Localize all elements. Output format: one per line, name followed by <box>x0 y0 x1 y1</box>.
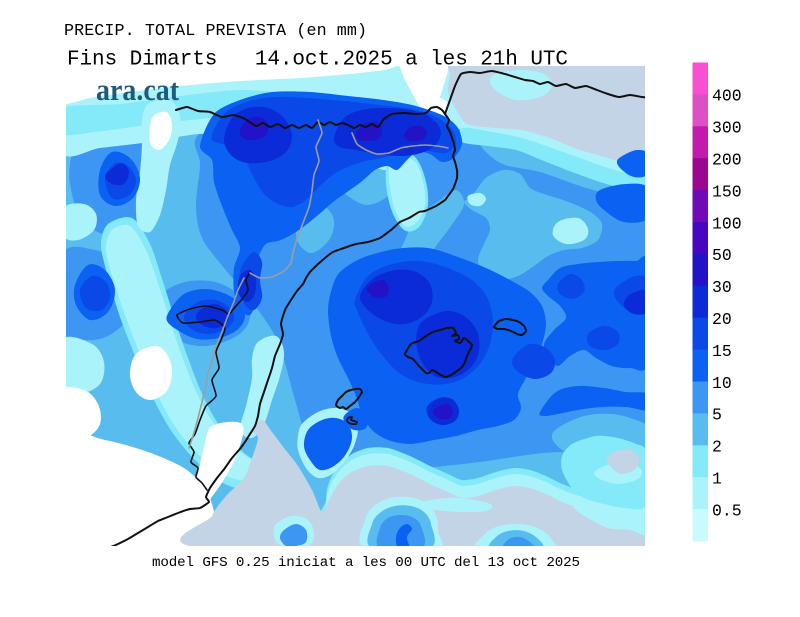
svg-text:ara.cat: ara.cat <box>96 72 180 107</box>
svg-text:0.5: 0.5 <box>712 501 742 520</box>
svg-text:model GFS 0.25 iniciat a les 0: model GFS 0.25 iniciat a les 00 UTC del … <box>152 555 580 571</box>
svg-text:20: 20 <box>712 310 732 329</box>
svg-text:PRECIP. TOTAL PREVISTA (en mm): PRECIP. TOTAL PREVISTA (en mm) <box>64 22 367 41</box>
svg-text:400: 400 <box>712 87 742 106</box>
svg-text:100: 100 <box>712 214 742 233</box>
svg-text:2: 2 <box>712 438 722 457</box>
svg-text:5: 5 <box>712 406 722 425</box>
svg-text:10: 10 <box>712 374 732 393</box>
svg-text:50: 50 <box>712 246 732 265</box>
svg-text:200: 200 <box>712 151 742 170</box>
svg-text:15: 15 <box>712 342 732 361</box>
svg-text:Fins Dimarts 14.oct.2025 a l: Fins Dimarts 14.oct.2025 a les 21h UTC <box>67 49 568 72</box>
svg-text:150: 150 <box>712 182 742 201</box>
svg-text:300: 300 <box>712 119 742 138</box>
svg-text:30: 30 <box>712 278 732 297</box>
svg-text:1: 1 <box>712 470 722 489</box>
